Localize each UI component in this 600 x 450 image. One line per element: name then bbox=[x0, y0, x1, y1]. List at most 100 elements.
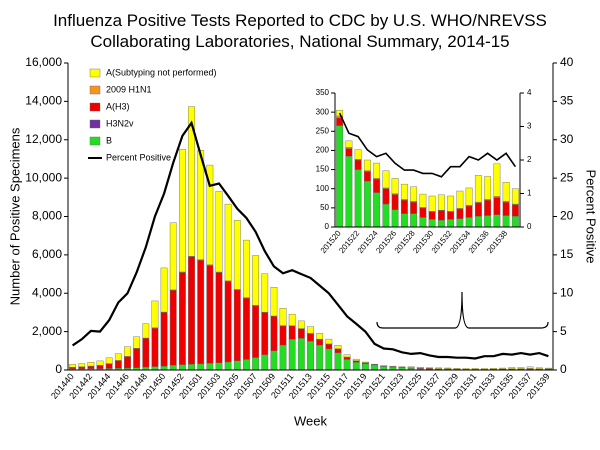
bar bbox=[400, 213, 408, 228]
y-tick-label: 150 bbox=[316, 165, 330, 174]
bar bbox=[343, 354, 351, 358]
bar bbox=[279, 308, 287, 326]
bar bbox=[373, 178, 381, 193]
bar bbox=[416, 366, 424, 369]
y2-tick-label: 25 bbox=[560, 170, 574, 184]
bar bbox=[279, 325, 287, 346]
bar bbox=[362, 361, 369, 364]
y-tick-label: 16,000 bbox=[25, 55, 62, 69]
bar bbox=[484, 199, 492, 216]
bar bbox=[325, 348, 333, 371]
bar bbox=[142, 323, 150, 339]
bar bbox=[78, 366, 86, 370]
bar bbox=[511, 216, 519, 228]
bar bbox=[133, 348, 141, 368]
bar bbox=[87, 362, 95, 367]
bar bbox=[197, 150, 205, 260]
y-tick-label: 4,000 bbox=[32, 285, 62, 299]
bar bbox=[243, 359, 250, 371]
bar bbox=[243, 297, 250, 360]
bar bbox=[437, 219, 445, 228]
bar bbox=[343, 359, 351, 371]
bar bbox=[462, 368, 470, 370]
bar bbox=[382, 203, 390, 228]
bar bbox=[105, 357, 113, 364]
y2-tick-label: 20 bbox=[560, 209, 574, 223]
bar bbox=[352, 362, 360, 371]
bar bbox=[400, 199, 408, 214]
bar bbox=[178, 364, 186, 371]
legend-label: A(Subtyping not performed) bbox=[106, 67, 217, 77]
bar bbox=[428, 219, 436, 228]
bar bbox=[545, 367, 552, 370]
bar bbox=[456, 218, 464, 228]
bar bbox=[490, 367, 497, 370]
bar bbox=[484, 215, 492, 228]
bar bbox=[428, 195, 436, 212]
bar bbox=[325, 338, 333, 345]
bar bbox=[474, 216, 482, 228]
bar bbox=[535, 367, 543, 369]
bar bbox=[410, 213, 418, 228]
bar bbox=[511, 204, 519, 217]
bar bbox=[151, 300, 159, 328]
y-tick-label: 2,000 bbox=[32, 324, 62, 338]
chart-title: Influenza Positive Tests Reported to CDC… bbox=[53, 11, 547, 51]
bar bbox=[382, 170, 390, 189]
bar bbox=[471, 368, 479, 370]
percent-line bbox=[71, 120, 549, 360]
bar bbox=[316, 339, 324, 346]
y2-tick-label: 1 bbox=[527, 189, 532, 198]
bar bbox=[69, 367, 76, 370]
bar bbox=[124, 356, 131, 369]
bar bbox=[373, 192, 381, 228]
bar bbox=[373, 162, 381, 179]
bar bbox=[252, 357, 259, 371]
bar bbox=[363, 180, 371, 228]
y-tick-label: 8,000 bbox=[32, 209, 62, 223]
bar bbox=[380, 366, 388, 371]
bar bbox=[133, 336, 141, 349]
bar bbox=[307, 326, 314, 334]
bar bbox=[206, 164, 214, 266]
bar bbox=[437, 210, 445, 221]
bar bbox=[343, 356, 351, 360]
bar bbox=[197, 363, 205, 371]
bar bbox=[474, 202, 482, 217]
bar bbox=[105, 363, 113, 369]
bar bbox=[426, 367, 433, 369]
bar bbox=[493, 197, 501, 215]
bar bbox=[391, 194, 399, 210]
bar bbox=[224, 203, 232, 282]
bar bbox=[243, 239, 250, 298]
bar bbox=[453, 368, 461, 370]
legend-swatch bbox=[89, 136, 101, 146]
y-tick-label: 300 bbox=[316, 107, 330, 116]
bar bbox=[354, 149, 362, 160]
bar bbox=[410, 201, 418, 214]
bar bbox=[437, 194, 445, 211]
bar bbox=[316, 344, 324, 371]
bar bbox=[517, 367, 525, 369]
bar bbox=[188, 256, 195, 365]
bar bbox=[419, 193, 427, 208]
bar bbox=[419, 217, 427, 228]
percent-line bbox=[338, 112, 517, 178]
inset-background bbox=[335, 93, 520, 227]
bar bbox=[334, 352, 342, 371]
legend-swatch bbox=[89, 68, 101, 78]
y-tick-label: 250 bbox=[316, 126, 330, 135]
bar bbox=[114, 360, 122, 369]
legend-label: 2009 H1N1 bbox=[106, 84, 152, 94]
bar bbox=[400, 183, 408, 200]
bar bbox=[297, 338, 305, 371]
y-tick-label: 350 bbox=[316, 88, 330, 97]
bar bbox=[270, 350, 278, 371]
bar bbox=[334, 345, 342, 349]
bar bbox=[151, 366, 159, 371]
y-tick-label: 10,000 bbox=[25, 170, 62, 184]
y2-tick-label: 2 bbox=[527, 155, 532, 164]
bar bbox=[345, 155, 353, 228]
bar bbox=[252, 305, 259, 358]
